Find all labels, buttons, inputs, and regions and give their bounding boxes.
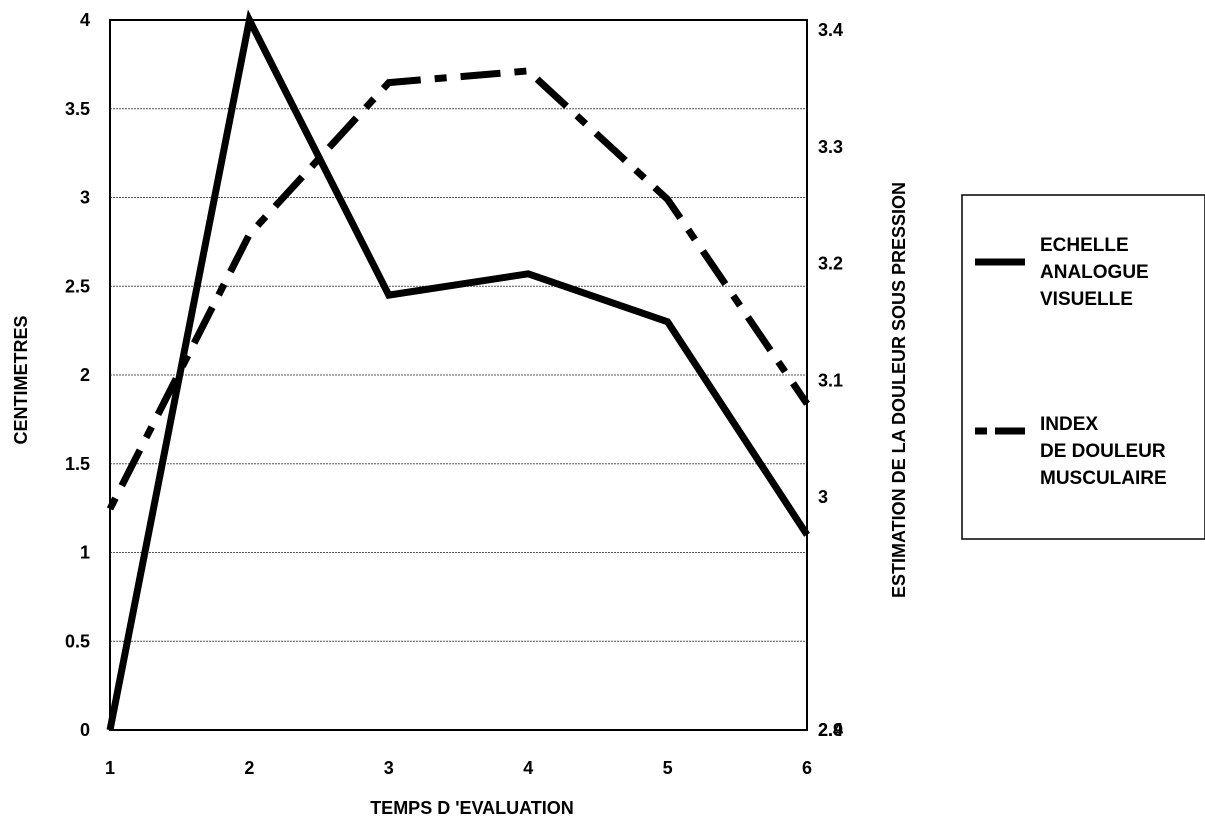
x-tick-label: 3	[384, 758, 394, 778]
series-line-evs	[106, 9, 810, 731]
legend-label-evs-line3: VISUELLE	[1040, 289, 1133, 310]
y-right-tick-label: 3.2	[818, 254, 843, 274]
y-left-tick-label: 0	[80, 720, 90, 740]
gridlines	[110, 108, 807, 642]
x-tick-label: 5	[663, 758, 673, 778]
y-right-tick-label: 3.4	[818, 20, 843, 40]
y-left-tick-label: 3	[80, 188, 90, 208]
right-axis-ticks: 2.42.9 3 3.1 3.2 3.3 3.4	[818, 20, 843, 740]
series-lines	[106, 9, 810, 731]
x-axis-ticks: 1 2 3 4 5 6	[105, 758, 812, 778]
legend-label-idm-line2: DE DOULEUR	[1040, 441, 1166, 462]
series-line-idm	[106, 67, 810, 511]
y-right-tick-label: 3.3	[818, 137, 843, 157]
x-axis-title: TEMPS D 'EVALUATION	[370, 798, 574, 818]
y-left-tick-label: 1.5	[65, 454, 90, 474]
y-left-tick-label: 2.5	[65, 276, 90, 296]
legend-label-evs-line1: ECHELLE	[1040, 235, 1129, 256]
left-axis-title: CENTIMETRES	[11, 315, 31, 444]
y-left-tick-label: 4	[80, 10, 90, 30]
legend-label-evs-line2: ANALOGUE	[1040, 262, 1149, 283]
x-tick-label: 4	[523, 758, 533, 778]
y-right-tick-label: 2.4	[818, 720, 843, 740]
y-left-tick-label: 2	[80, 365, 90, 385]
y-left-tick-label: 0.5	[65, 631, 90, 651]
x-tick-label: 1	[105, 758, 115, 778]
legend-box	[961, 194, 1205, 540]
x-tick-label: 2	[244, 758, 254, 778]
y-right-tick-label: 3	[818, 487, 828, 507]
right-axis-title: ESTIMATION DE LA DOULEUR SOUS PRESSION	[889, 182, 909, 598]
y-right-tick-label: 2.9	[818, 720, 843, 740]
left-axis-ticks: 0 0.5 1 1.5 2 2.5 3 3.5 4	[65, 10, 90, 740]
x-tick-label: 6	[802, 758, 812, 778]
legend-label-idm-line1: INDEX	[1040, 414, 1098, 435]
y-left-tick-label: 3.5	[65, 99, 90, 119]
legend-label-idm-line3: MUSCULAIRE	[1040, 468, 1167, 489]
y-left-tick-label: 1	[80, 543, 90, 563]
plot-frame	[109, 19, 808, 731]
y-right-tick-label: 3.1	[818, 370, 843, 390]
legend: ECHELLE ANALOGUE VISUELLE INDEX DE DOULE…	[961, 194, 1205, 540]
